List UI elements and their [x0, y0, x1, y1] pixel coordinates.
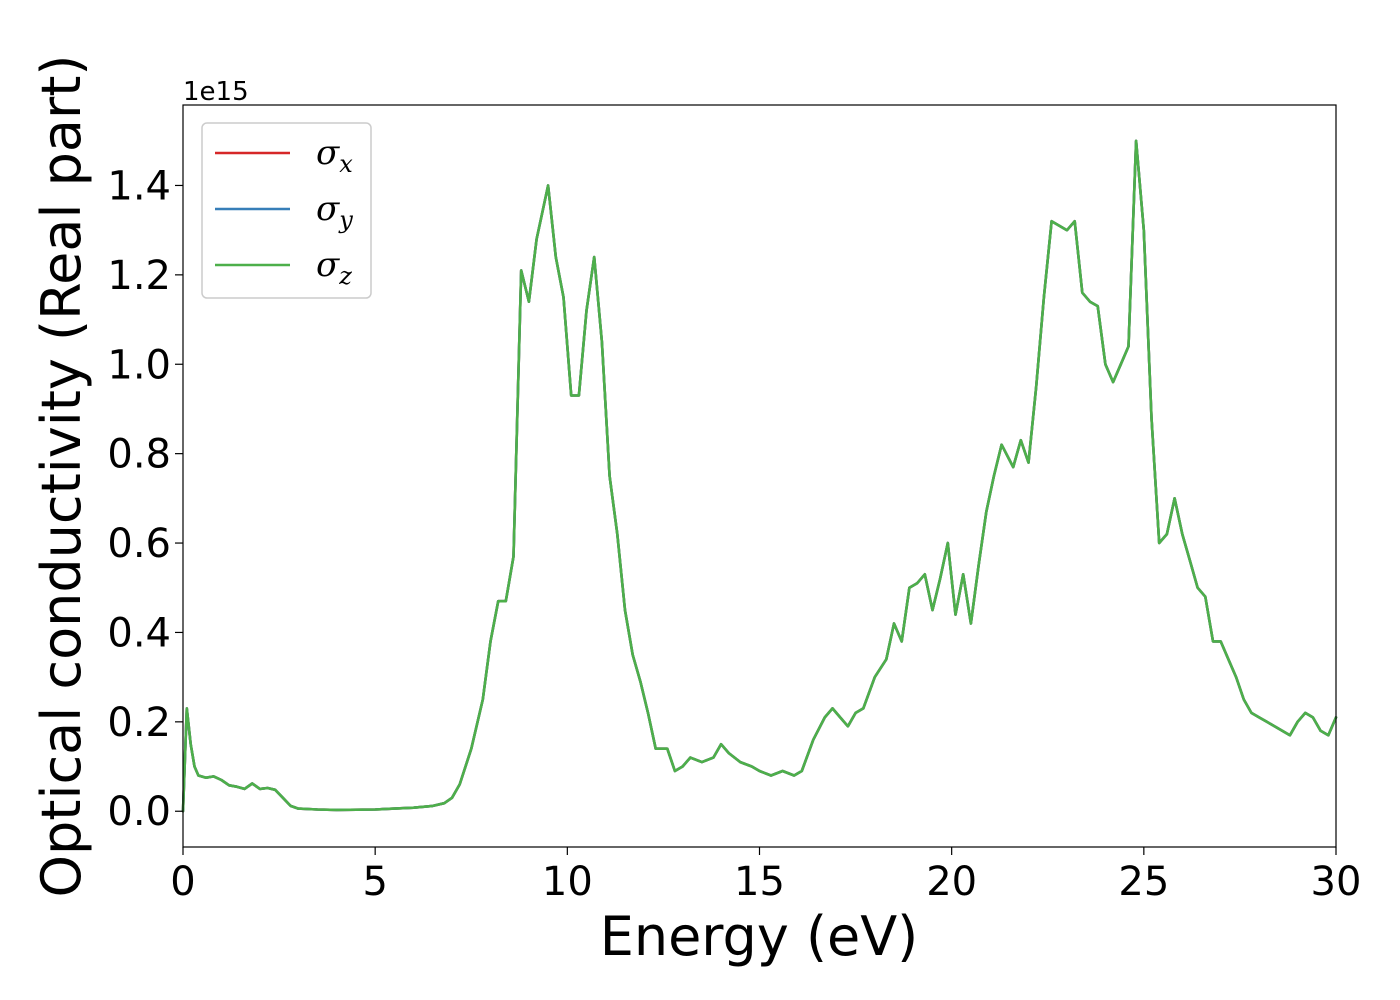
x-tick-label: 20	[926, 859, 977, 905]
y-tick-label: 0.6	[107, 521, 171, 567]
x-tick-label: 25	[1118, 859, 1169, 905]
y-tick-label: 0.2	[107, 700, 171, 746]
series-line-z	[181, 139, 1338, 813]
y-tick-label: 1.4	[107, 163, 171, 209]
y-tick-label: 1.2	[107, 253, 171, 299]
x-tick-label: 15	[734, 859, 785, 905]
y-tick-label: 0.8	[107, 432, 171, 478]
x-tick-label: 0	[170, 859, 195, 905]
x-axis: 0 5 10 15 20 25 30	[170, 847, 1361, 905]
series-layer	[181, 139, 1338, 813]
y-tick-label: 1.0	[107, 342, 171, 388]
x-tick-label: 10	[542, 859, 593, 905]
x-axis-title: Energy (eV)	[600, 905, 919, 968]
y-axis: 0.0 0.2 0.4 0.6 0.8 1.0 1.2 1.4	[107, 163, 183, 835]
y-tick-label: 0.4	[107, 610, 171, 656]
x-tick-label: 30	[1311, 859, 1362, 905]
y-offset-label: 1e15	[183, 77, 249, 107]
y-tick-label: 0.0	[107, 789, 171, 835]
y-axis-title: Optical conductivity (Real part)	[30, 55, 93, 898]
x-tick-label: 5	[362, 859, 387, 905]
legend-box	[201, 122, 372, 299]
